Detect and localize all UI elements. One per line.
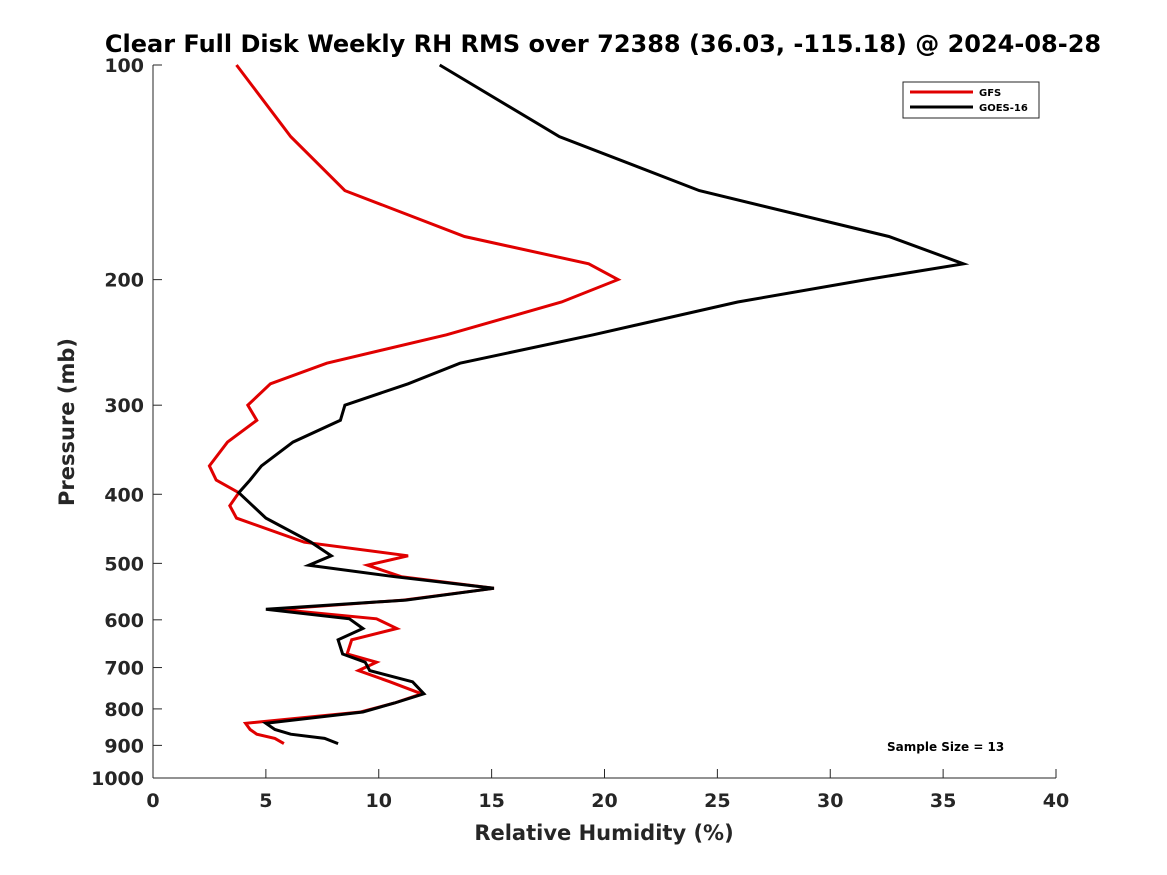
series-line-gfs	[207, 64, 622, 745]
y-tick-label: 700	[104, 658, 144, 680]
x-tick-label: 40	[1043, 790, 1069, 812]
x-tick-label: 10	[366, 790, 392, 812]
chart-title: Clear Full Disk Weekly RH RMS over 72388…	[105, 30, 1101, 58]
legend-box	[902, 81, 1040, 119]
y-tick-label: 500	[104, 553, 144, 575]
x-tick-label: 0	[146, 790, 159, 812]
x-tick-label: 25	[704, 790, 730, 812]
x-axis-label: Relative Humidity (%)	[474, 821, 733, 845]
x-ticks: 0 5 10 15 20 25 30 35 40	[146, 769, 1069, 812]
x-tick-label: 15	[478, 790, 504, 812]
chart-axes	[152, 65, 1056, 779]
x-tick-label: 30	[817, 790, 843, 812]
y-tick-label: 200	[104, 270, 144, 292]
legend-label-gfs: GFS	[979, 88, 1001, 99]
legend-label-goes16: GOES-16	[979, 103, 1028, 114]
y-axis-label: Pressure (mb)	[55, 338, 79, 506]
x-tick-label: 5	[259, 790, 272, 812]
y-tick-label: 800	[104, 699, 144, 721]
sample-size-annotation: Sample Size = 13	[887, 740, 1004, 754]
y-tick-label: 1000	[91, 768, 144, 790]
series-group	[207, 63, 970, 745]
y-tick-label: 400	[104, 484, 144, 506]
y-ticks: 100 200 300 400 500 600 700 800 900 1000	[91, 55, 162, 790]
x-tick-label: 35	[930, 790, 956, 812]
y-tick-label: 900	[104, 735, 144, 757]
series-line-goes16	[236, 63, 970, 745]
y-tick-label: 100	[104, 55, 144, 77]
x-tick-label: 20	[591, 790, 617, 812]
legend: GFS GOES-16	[902, 81, 1040, 119]
y-tick-label: 300	[104, 395, 144, 417]
y-tick-label: 600	[104, 610, 144, 632]
